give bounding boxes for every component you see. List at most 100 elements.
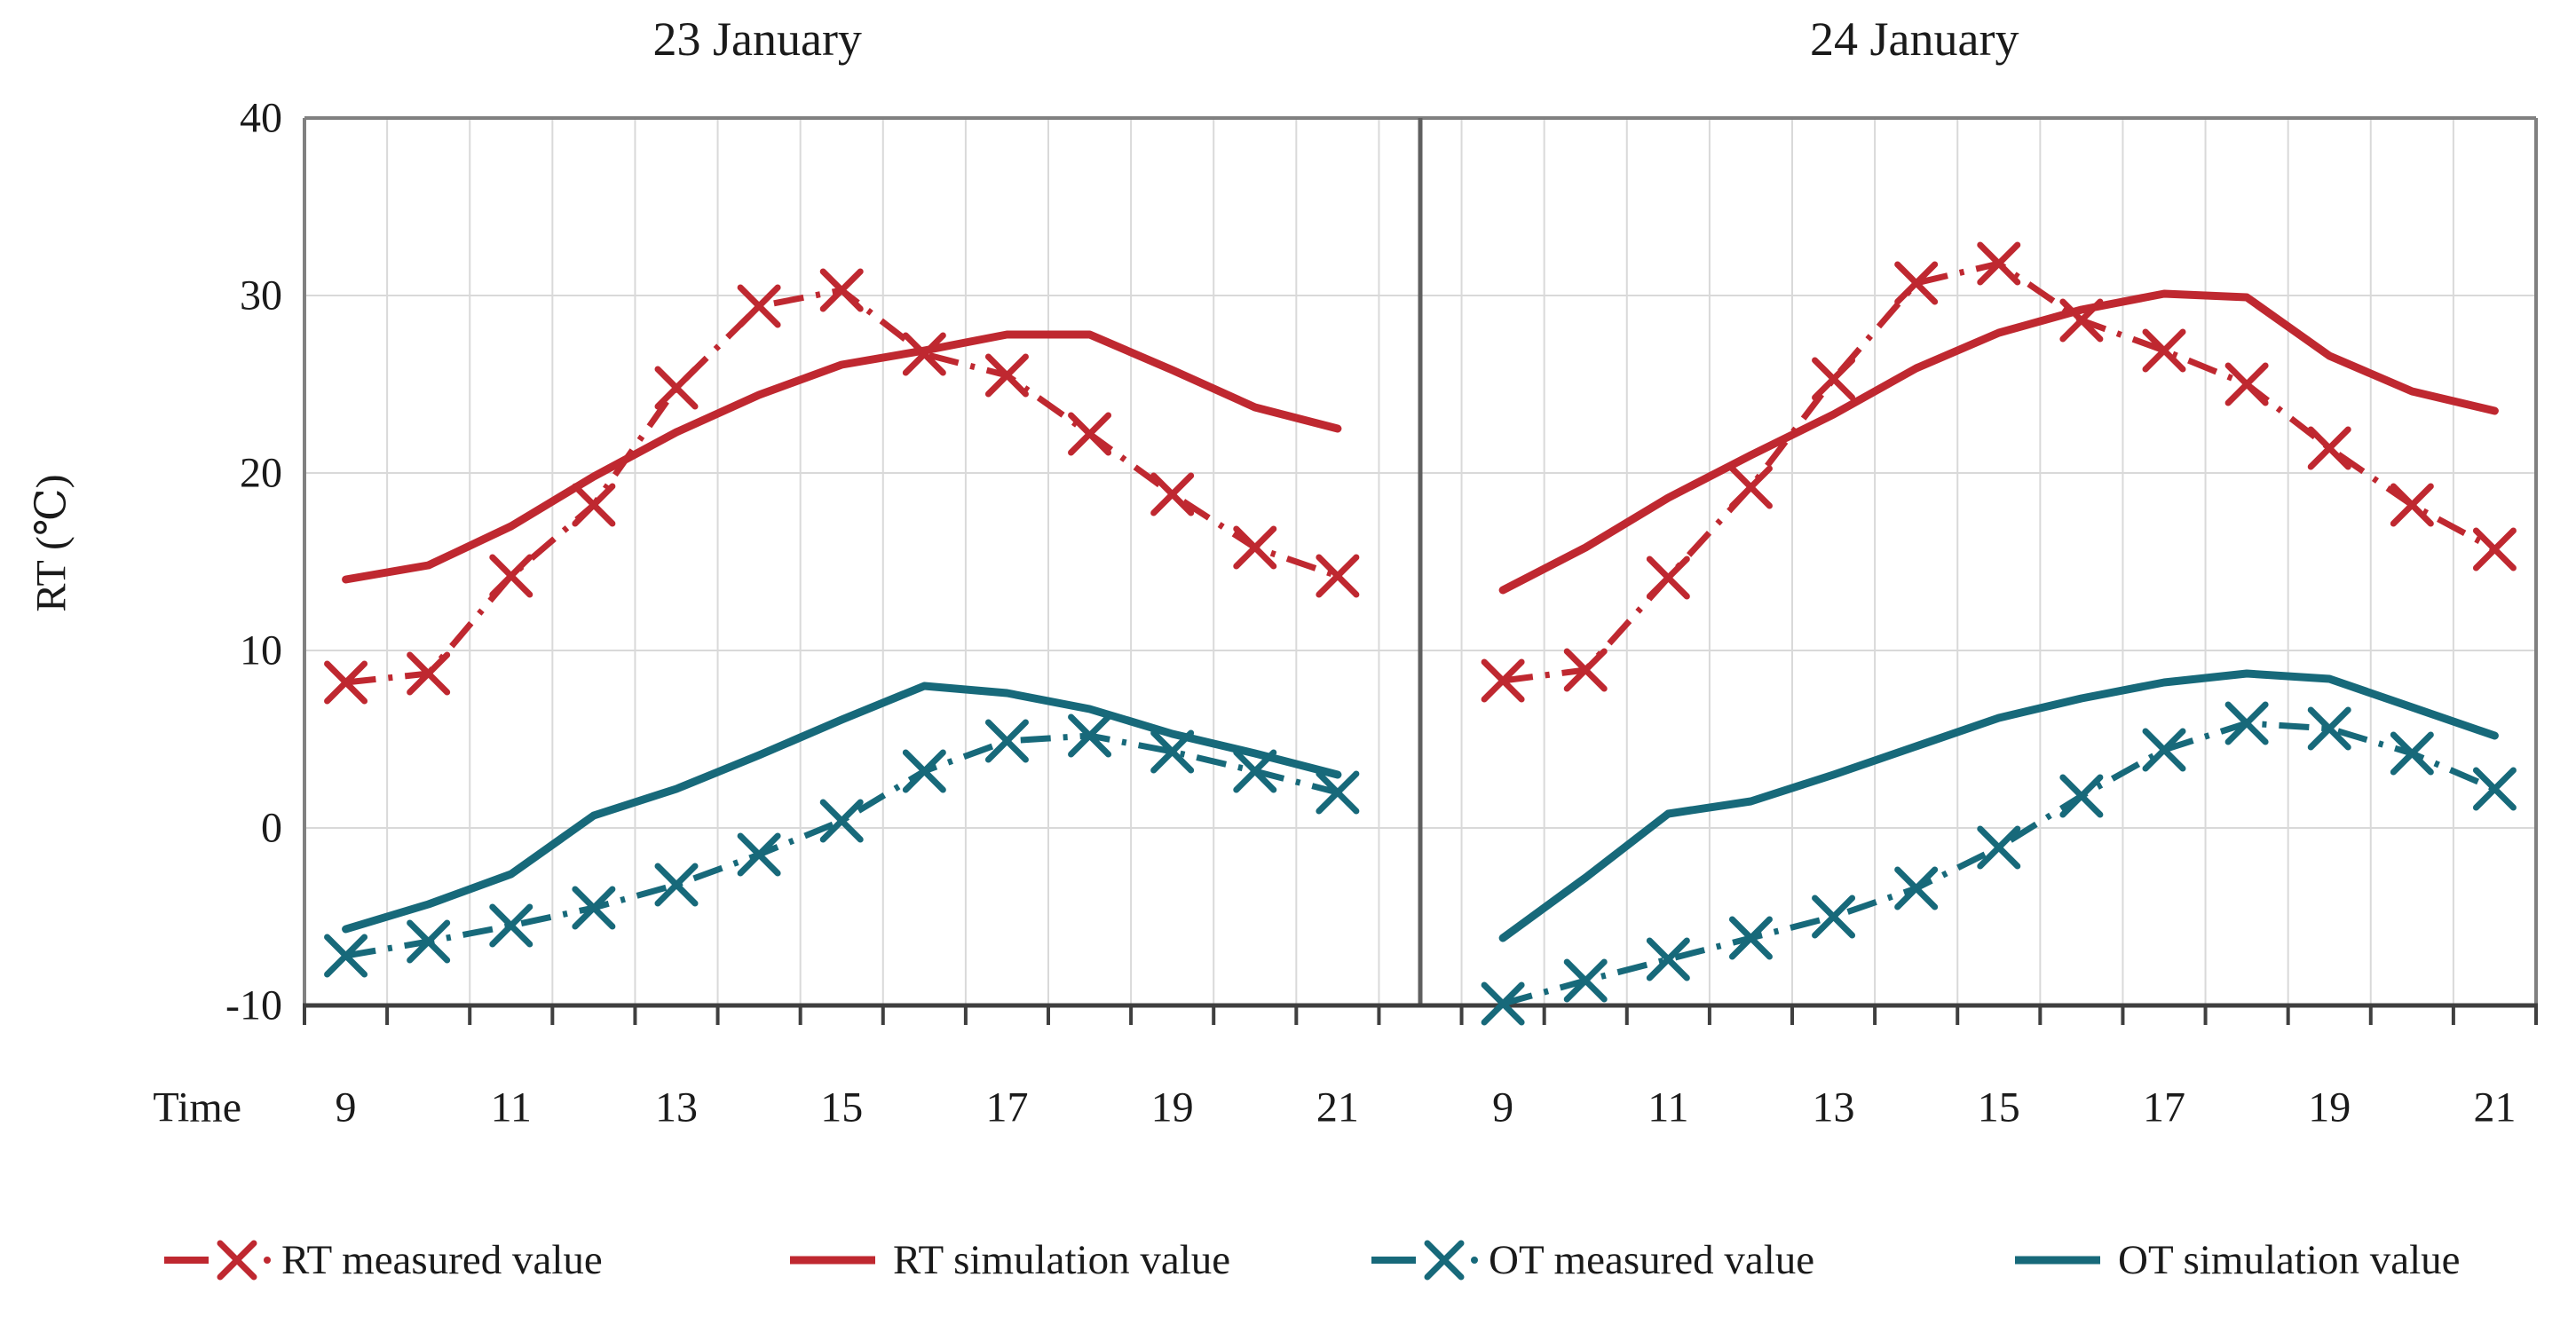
x-tick-label: 9: [1492, 1084, 1513, 1131]
x-marker: [324, 934, 368, 978]
x-marker: [2224, 362, 2269, 406]
x-marker: [1812, 895, 1856, 939]
x-marker: [1563, 958, 1608, 1003]
x-marker: [819, 799, 864, 843]
ot_measured-dashed-line: [1502, 720, 2496, 1007]
x-tick-label: 11: [491, 1084, 532, 1131]
x-marker: [2142, 328, 2186, 373]
y-tick-label: 10: [240, 627, 282, 674]
x-marker: [1481, 981, 1525, 1026]
panel-title: 24 January: [1810, 12, 2019, 66]
x-marker: [1728, 916, 1773, 960]
ot_measured-series-left: [324, 713, 1360, 978]
x-axis-title: Time: [153, 1084, 241, 1131]
x-marker: [1563, 648, 1608, 692]
rt_measured-series-right: [1481, 241, 2517, 703]
legend: RT measured value RT simulation value OT m…: [164, 1237, 2461, 1283]
x-marker: [489, 903, 533, 948]
x-tick-label: 15: [1978, 1084, 2020, 1131]
ot_sim-series-left: [342, 682, 1342, 934]
x-marker: [902, 332, 946, 376]
y-tick-label: 40: [240, 95, 282, 142]
x-marker: [1068, 713, 1112, 758]
x-marker: [2059, 298, 2104, 343]
x-marker: [2307, 426, 2351, 470]
legend-dot: [264, 1257, 271, 1264]
y-tick-label: -10: [225, 982, 282, 1029]
panel-title: 23 January: [653, 12, 862, 66]
x-marker: [2472, 767, 2517, 811]
y-tick-label: 0: [261, 805, 282, 852]
x-marker: [737, 832, 781, 877]
legend-dot: [1471, 1257, 1478, 1264]
x-tick-label: 13: [1813, 1084, 1855, 1131]
ot_measured-series-right: [1481, 701, 2517, 1026]
x-marker: [1150, 729, 1195, 774]
x-tick-label: 19: [2308, 1084, 2351, 1131]
legend-x-marker: [217, 1240, 257, 1281]
rt_measured-dashed-line: [345, 287, 1339, 686]
x-tick-label: 21: [1316, 1084, 1359, 1131]
x-marker: [2142, 728, 2186, 772]
x-tick-label: 17: [2143, 1084, 2185, 1131]
x-tick-label: 13: [655, 1084, 698, 1131]
rt_sim-series-left: [342, 330, 1342, 584]
legend-label: RT measured value: [281, 1237, 603, 1283]
axes: [303, 116, 2538, 1025]
rt_sim-line: [1498, 289, 2499, 595]
rt_sim-series-right: [1498, 289, 2499, 595]
legend-label: RT simulation value: [893, 1237, 1230, 1283]
y-tick-label: 20: [240, 450, 282, 497]
x-marker: [1894, 866, 1939, 910]
x-marker: [1233, 525, 1277, 570]
x-marker: [2059, 774, 2104, 818]
x-marker: [902, 749, 946, 793]
x-marker: [819, 268, 864, 312]
x-marker: [1728, 465, 1773, 509]
legend-label: OT simulation value: [2118, 1237, 2461, 1283]
x-marker: [2390, 483, 2434, 527]
x-marker: [1068, 412, 1112, 456]
ot_sim-line: [1498, 669, 2499, 942]
ot_sim-series-right: [1498, 669, 2499, 942]
x-tick-label: 15: [820, 1084, 863, 1131]
legend-item: RT simulation value: [790, 1237, 1230, 1283]
x-marker: [1894, 261, 1939, 305]
ot_sim-line: [342, 682, 1342, 934]
x-marker: [572, 483, 616, 527]
x-marker: [2307, 706, 2351, 751]
x-marker: [324, 660, 368, 705]
x-marker: [1646, 556, 1690, 600]
x-marker: [1316, 770, 1360, 815]
x-tick-label: 21: [2473, 1084, 2516, 1131]
x-marker: [1481, 658, 1525, 703]
x-tick-label: 17: [985, 1084, 1028, 1131]
x-marker: [407, 919, 451, 964]
x-marker: [1150, 472, 1195, 516]
x-marker: [654, 863, 699, 907]
legend-x-marker: [1424, 1240, 1465, 1281]
x-marker: [984, 719, 1029, 763]
x-marker: [2472, 527, 2517, 571]
x-marker: [1316, 554, 1360, 598]
rt_measured-series-left: [324, 268, 1360, 705]
legend-item: RT measured value: [164, 1237, 603, 1283]
x-marker: [572, 886, 616, 930]
rt_sim-line: [342, 330, 1342, 584]
x-marker: [984, 353, 1029, 398]
legend-label: OT measured value: [1489, 1237, 1814, 1283]
x-marker: [1977, 241, 2021, 286]
x-tick-label: 11: [1648, 1084, 1688, 1131]
x-marker: [407, 651, 451, 696]
y-axis-title: RT (℃): [28, 474, 75, 611]
legend-item: OT measured value: [1371, 1237, 1814, 1283]
x-tick-label: 9: [336, 1084, 357, 1131]
x-marker: [1812, 357, 1856, 401]
x-marker: [2390, 731, 2434, 776]
x-marker: [2224, 701, 2269, 745]
x-marker: [489, 554, 533, 598]
x-marker: [1646, 937, 1690, 981]
x-marker: [1233, 749, 1277, 793]
